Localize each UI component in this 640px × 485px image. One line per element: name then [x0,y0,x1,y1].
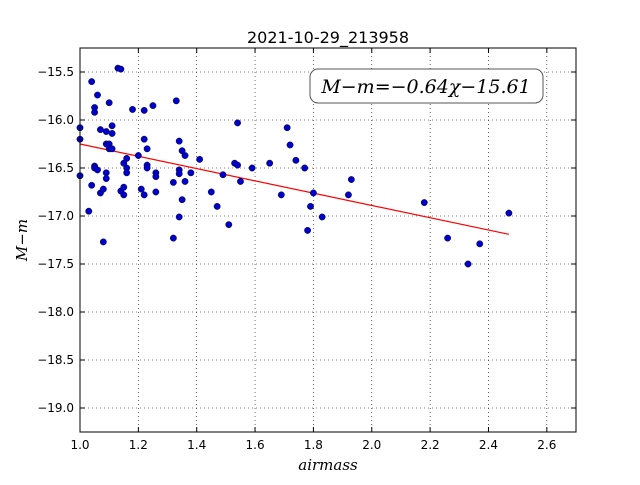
data-point [102,175,110,182]
data-point [99,185,107,193]
y-tick-label: −18.5 [37,353,74,367]
data-point [234,119,241,127]
data-point [108,122,116,130]
x-tick-label: 2.0 [362,438,381,452]
data-point [283,124,291,132]
fit-equation-text: M−m=−0.64χ−15.61 [320,76,530,98]
x-tick-label: 1.4 [187,438,206,452]
data-point [143,164,151,172]
data-point [169,234,177,242]
data-point [129,106,136,113]
data-point [137,185,145,193]
data-point [175,213,183,221]
data-point [345,191,352,199]
data-point [91,108,98,116]
data-point [237,178,244,185]
y-tick-label: −17.5 [37,257,74,271]
data-point [120,191,128,199]
data-point [464,260,472,268]
data-point [181,178,189,185]
data-point [476,240,484,248]
data-point [318,213,326,221]
data-point [99,238,107,246]
x-tick-label: 2.2 [421,438,440,452]
data-point [120,183,128,191]
data-point [347,176,355,183]
data-point [187,169,195,177]
data-point [102,128,110,135]
fit-layer [79,143,510,235]
data-point [219,171,227,179]
x-tick-label: 1.6 [246,438,265,452]
data-point [97,126,104,134]
data-point [149,102,157,110]
plot-frame [79,47,577,433]
x-tick-label: 1.8 [304,438,323,452]
x-axis-label: airmass [298,456,358,474]
data-point [286,141,294,149]
data-point [178,196,186,204]
data-point [85,207,93,215]
data-point [196,155,204,163]
data-point [105,99,113,107]
data-point [225,221,233,229]
data-point [307,202,314,210]
ticks-layer: 1.0 1.2 1.4 1.6 1.8 2.0 2.2 2.4 2.6 −15.5 −16.0 −16… [37,48,576,452]
data-point [94,166,101,174]
data-point [301,164,309,172]
chart-title: 2021-10-29_213958 [247,28,409,48]
data-point [94,91,101,99]
data-point [175,170,183,178]
y-axis-label: M−m [13,219,31,262]
data-point [172,97,180,105]
y-tick-label: −18.0 [37,305,74,319]
data-point [108,130,116,137]
data-point [140,135,148,143]
data-point [88,78,96,86]
data-point [181,152,189,159]
y-tick-label: −16.5 [37,161,74,175]
data-point [143,145,151,153]
data-point [234,161,241,169]
data-point [505,209,513,217]
fit-line [79,143,510,235]
data-point [304,226,311,234]
data-point [292,156,300,164]
data-point [134,152,142,159]
fit-equation-frame [309,68,544,104]
x-tick-label: 2.4 [479,438,498,452]
y-tick-label: −17.0 [37,209,74,223]
data-point [207,188,215,196]
y-tick-label: −19.0 [37,401,74,415]
data-point [152,173,160,181]
data-point [108,145,116,153]
data-point [117,65,125,73]
data-point [88,181,96,189]
y-tick-label: −16.0 [37,113,74,127]
data-point [169,178,177,186]
data-point [266,159,274,167]
x-tick-label: 2.6 [537,438,556,452]
data-point [444,234,452,242]
data-point [140,107,148,114]
data-point [102,169,110,177]
data-point [152,188,160,196]
x-tick-label: 1.2 [129,438,148,452]
fit-equation-box: M−m=−0.64χ−15.61 [309,68,544,104]
data-point [248,164,256,172]
data-point [140,191,148,199]
data-point [123,169,131,177]
data-point [123,154,131,162]
data-point [277,191,285,199]
data-point [310,189,317,197]
data-point [420,199,428,206]
data-point [213,202,221,210]
points-layer [76,64,513,268]
y-tick-label: −15.5 [37,65,74,79]
x-tick-label: 1.0 [70,438,89,452]
data-point [175,137,183,145]
